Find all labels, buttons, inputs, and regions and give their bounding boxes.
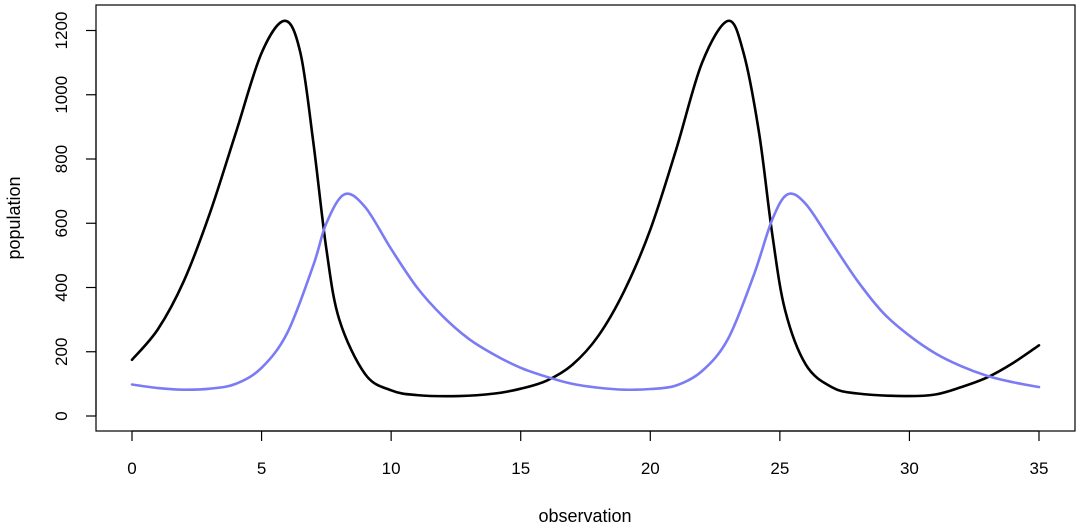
x-axis-title: observation	[538, 506, 631, 526]
y-tick-label: 800	[52, 145, 71, 173]
y-tick-label: 200	[52, 338, 71, 366]
y-tick-label: 0	[52, 411, 71, 420]
series-line-2	[130, 192, 1041, 392]
y-axis: 0 200 400 600 800 1000 1200	[52, 12, 97, 421]
y-tick-label: 1000	[52, 76, 71, 114]
x-tick-label: 0	[127, 459, 136, 478]
series-layer	[130, 19, 1041, 398]
y-tick-label: 600	[52, 209, 71, 237]
x-tick-label: 25	[770, 459, 789, 478]
series-line-1	[130, 19, 1041, 398]
x-tick-label: 5	[257, 459, 266, 478]
plot-frame	[95, 4, 1076, 432]
x-tick-label: 35	[1030, 459, 1049, 478]
x-tick-label: 15	[511, 459, 530, 478]
x-axis: 0 5 10 15 20 25 30 35	[127, 430, 1049, 478]
x-tick-label: 20	[641, 459, 660, 478]
y-tick-label: 400	[52, 273, 71, 301]
x-tick-label: 30	[900, 459, 919, 478]
y-axis-title: population	[4, 176, 24, 259]
y-tick-label: 1200	[52, 12, 71, 50]
x-tick-label: 10	[382, 459, 401, 478]
